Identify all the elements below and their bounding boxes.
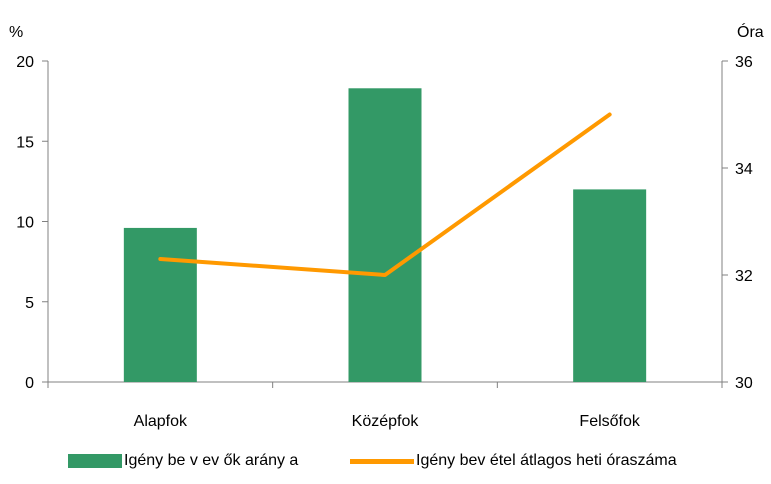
left-tick-label: 10 [16, 215, 34, 232]
left-tick-label: 0 [25, 375, 34, 392]
right-axis-unit: Óra [737, 22, 764, 41]
legend-item-line: Igény bev étel átlagos heti óraszáma [350, 452, 677, 470]
legend-label-line: Igény bev étel átlagos heti óraszáma [416, 452, 677, 470]
chart: % Óra 0 5 10 15 20 30 32 34 36 Alapfok Középfok Fe… [0, 0, 771, 450]
left-tick-label: 15 [16, 134, 34, 151]
right-tick-label: 30 [735, 375, 753, 392]
bar [124, 228, 197, 382]
left-tick-label: 20 [16, 54, 34, 71]
legend-swatch-line [350, 459, 414, 464]
legend-label-bar: Igény be v ev ők arány a [124, 452, 298, 470]
left-axis-unit: % [9, 24, 23, 41]
left-tick-label: 5 [25, 295, 34, 312]
bar [349, 88, 422, 382]
bar [573, 189, 646, 382]
x-tick-label: Felsőfok [579, 413, 640, 430]
right-tick-label: 36 [735, 54, 753, 71]
x-tick-label: Középfok [352, 413, 420, 430]
right-tick-label: 34 [735, 161, 753, 178]
x-axis-labels: Alapfok Középfok Felsőfok [134, 413, 641, 430]
legend-item-bar: Igény be v ev ők arány a [68, 452, 298, 470]
bar-series [124, 88, 646, 382]
right-tick-label: 32 [735, 268, 753, 285]
legend-swatch-bar [68, 454, 122, 468]
legend: Igény be v ev ők arány a Igény bev étel … [0, 452, 771, 480]
x-tick-label: Alapfok [134, 413, 188, 430]
